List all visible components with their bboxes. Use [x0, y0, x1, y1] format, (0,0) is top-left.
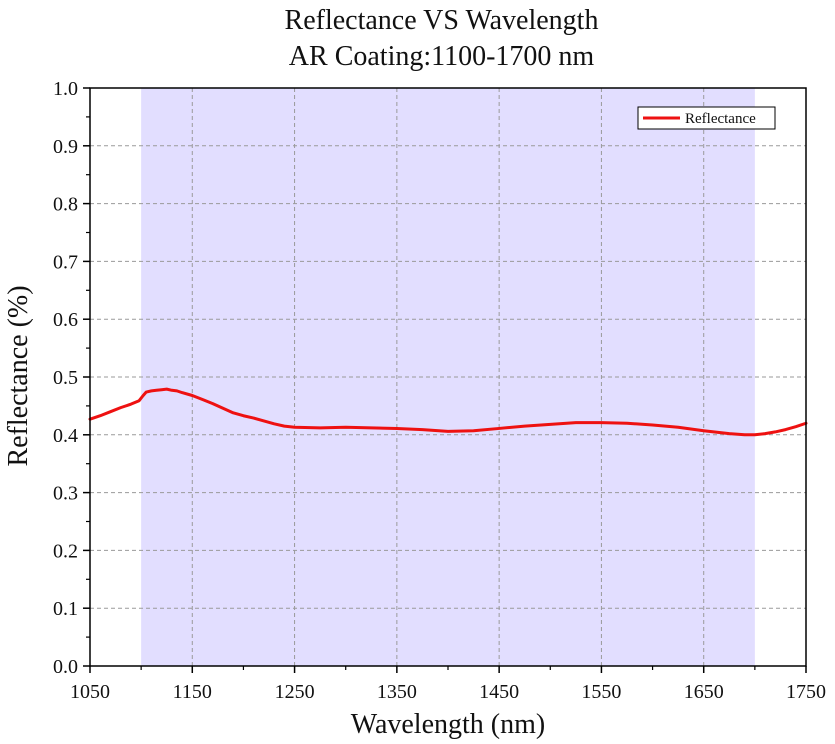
x-tick-label: 1250 [275, 681, 315, 703]
x-tick-label: 1750 [786, 681, 826, 703]
x-tick-label: 1650 [684, 681, 724, 703]
y-axis-title: Reflectance (%) [3, 285, 34, 466]
chart-title: Reflectance VS Wavelength [284, 5, 599, 36]
y-tick-label: 1.0 [53, 78, 78, 100]
y-tick-label: 0.7 [53, 251, 78, 273]
x-tick-label: 1050 [70, 681, 110, 703]
y-tick-label: 0.5 [53, 367, 78, 389]
y-tick-label: 0.0 [53, 656, 78, 678]
x-tick-label: 1350 [377, 681, 417, 703]
x-tick-label: 1150 [173, 681, 212, 703]
series-layer [88, 387, 808, 437]
grid-layer [90, 88, 806, 666]
chart-subtitle: AR Coating:1100-1700 nm [288, 41, 595, 72]
y-tick-label: 0.3 [53, 483, 78, 505]
legend-label: Reflectance [685, 111, 756, 127]
legend-box [637, 106, 776, 130]
legend: Reflectance [637, 106, 776, 130]
x-tick-label: 1450 [479, 681, 519, 703]
series-line-reflectance [88, 387, 808, 437]
x-axis-title: Wavelength (nm) [351, 709, 545, 740]
axis-layer: 1050 1150 1250 1350 1450 1550 1650 1750 0.0 0.1 0.… [53, 78, 826, 703]
y-tick-label: 0.2 [53, 540, 78, 562]
y-tick-label: 0.1 [53, 598, 78, 620]
y-tick-label: 0.6 [53, 309, 78, 331]
y-tick-label: 0.9 [53, 136, 78, 158]
y-tick-label: 0.4 [53, 425, 78, 447]
y-tick-label: 0.8 [53, 194, 78, 216]
x-tick-label: 1550 [581, 681, 621, 703]
